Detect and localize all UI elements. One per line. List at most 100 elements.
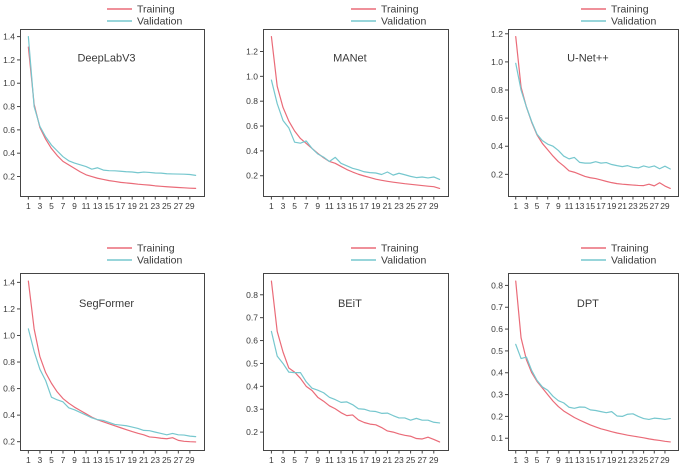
y-tick-label: 0.2 (3, 172, 15, 182)
training-legend-label: Training (137, 4, 175, 16)
x-tick-label: 9 (315, 201, 320, 211)
validation-line (515, 343, 671, 421)
x-tick-label: 9 (556, 455, 561, 465)
x-tick-label: 17 (359, 455, 369, 465)
x-tick-label: 3 (524, 455, 529, 465)
chart-panel-segformer: 0.2 0.4 0.6 0.8 1.0 1.2 1.4 1 3 5 7 9 11 13 15 17 19 21 23… (0, 233, 230, 466)
plot-border (263, 29, 449, 197)
y-tick-label: 0.2 (3, 437, 15, 447)
validation-line (270, 330, 441, 424)
x-tick-label: 21 (383, 455, 393, 465)
y-tick-label: 0.8 (491, 85, 503, 95)
y-tick-label: 0.1 (491, 433, 503, 443)
x-tick-label: 27 (174, 455, 184, 465)
y-tick-label: 0.2 (246, 427, 258, 437)
validation-legend-label: Validation (611, 16, 656, 28)
y-tick-label: 0.6 (3, 125, 15, 135)
x-tick-label: 19 (607, 455, 617, 465)
y-tick-label: 0.4 (491, 368, 503, 378)
x-tick-label: 5 (292, 455, 297, 465)
y-tick-label: 1.0 (3, 330, 15, 340)
x-tick-label: 11 (325, 455, 334, 465)
validation-legend-label: Validation (381, 16, 426, 28)
x-tick-label: 27 (417, 455, 427, 465)
x-tick-label: 7 (545, 201, 550, 211)
x-tick-label: 13 (336, 201, 346, 211)
model-title: U-Net++ (567, 52, 609, 64)
x-tick-label: 9 (72, 455, 77, 465)
x-tick-label: 3 (38, 201, 43, 211)
y-tick-label: 1.0 (246, 71, 258, 81)
y-tick-label: 0.2 (491, 411, 503, 421)
x-tick-label: 19 (371, 201, 381, 211)
x-tick-label: 5 (49, 201, 54, 211)
x-tick-label: 1 (513, 201, 518, 211)
x-tick-label: 7 (304, 455, 309, 465)
x-tick-label: 29 (185, 201, 195, 211)
chart-svg-beit: 0.20.30.40.50.60.70.81 3 5 7 9 11 13 15 17 19 21 23… (246, 243, 449, 465)
x-tick-label: 21 (139, 455, 149, 465)
x-tick-label: 3 (524, 201, 529, 211)
model-title: BEiT (338, 298, 362, 310)
x-tick-label: 29 (660, 201, 670, 211)
validation-line (515, 62, 671, 170)
model-title: SegFormer (79, 298, 134, 310)
validation-legend-label: Validation (137, 16, 182, 28)
y-tick-label: 0.3 (246, 404, 258, 414)
x-tick-label: 3 (38, 455, 43, 465)
validation-legend-label: Validation (381, 255, 426, 267)
x-tick-label: 29 (429, 455, 439, 465)
x-tick-label: 11 (82, 455, 91, 465)
x-tick-label: 23 (394, 201, 404, 211)
x-tick-label: 19 (607, 201, 617, 211)
plot-border (20, 29, 205, 197)
x-tick-label: 9 (72, 201, 77, 211)
model-title: DeepLabV3 (77, 52, 135, 64)
x-tick-label: 5 (535, 455, 540, 465)
x-tick-label: 29 (660, 455, 670, 465)
x-tick-label: 15 (348, 455, 358, 465)
x-tick-label: 13 (575, 455, 585, 465)
model-title: MANet (333, 52, 367, 64)
y-tick-label: 1.0 (491, 57, 503, 67)
y-tick-label: 1.2 (246, 46, 258, 56)
y-tick-label: 0.4 (3, 148, 15, 158)
plot-border (508, 273, 679, 451)
y-tick-label: 0.6 (3, 384, 15, 394)
x-tick-label: 1 (26, 455, 31, 465)
x-tick-label: 3 (281, 455, 286, 465)
x-tick-label: 7 (61, 455, 66, 465)
x-tick-label: 11 (82, 201, 91, 211)
x-tick-label: 5 (535, 201, 540, 211)
x-tick-label: 23 (628, 455, 638, 465)
y-tick-label: 0.4 (491, 141, 503, 151)
x-tick-label: 19 (127, 455, 137, 465)
x-tick-label: 21 (618, 455, 628, 465)
x-tick-label: 23 (151, 201, 161, 211)
x-tick-label: 25 (162, 201, 172, 211)
chart-panel-manet: 0.2 0.4 0.6 0.8 1.0 1.2 1 3 5 7 9 11 13 15 17 19 21 23 25 2… (230, 0, 460, 233)
x-tick-label: 1 (269, 455, 274, 465)
plot-border (508, 29, 679, 197)
y-tick-label: 0.7 (246, 313, 258, 323)
x-tick-label: 27 (650, 455, 660, 465)
plot-border (263, 273, 449, 451)
y-tick-label: 0.2 (491, 169, 503, 179)
x-tick-label: 5 (292, 201, 297, 211)
x-tick-label: 15 (104, 201, 114, 211)
chart-panel-beit: 0.2 0.3 0.4 0.5 0.6 0.7 0.8 1 3 5 7 9 11 13 15 17 19 21 23… (230, 233, 460, 466)
x-tick-label: 19 (371, 455, 381, 465)
training-line (270, 35, 441, 190)
x-tick-label: 15 (104, 455, 114, 465)
chart-svg-deeplabv3: 0.20.40.60.81.01.21.41 3 5 7 9 11 13 15 17 19 21 23… (3, 4, 205, 211)
y-tick-label: 1.4 (3, 32, 15, 42)
training-line (270, 280, 441, 443)
y-tick-label: 0.5 (246, 358, 258, 368)
x-tick-label: 3 (281, 201, 286, 211)
y-tick-label: 0.8 (491, 280, 503, 290)
x-tick-label: 15 (586, 455, 596, 465)
x-tick-label: 25 (406, 455, 416, 465)
training-legend-label: Training (611, 4, 649, 16)
training-line (27, 46, 197, 190)
chart-svg-u-net: 0.20.40.60.81.01.21 3 5 7 9 11 13 15 17 19 21 23 25 2… (491, 4, 679, 211)
